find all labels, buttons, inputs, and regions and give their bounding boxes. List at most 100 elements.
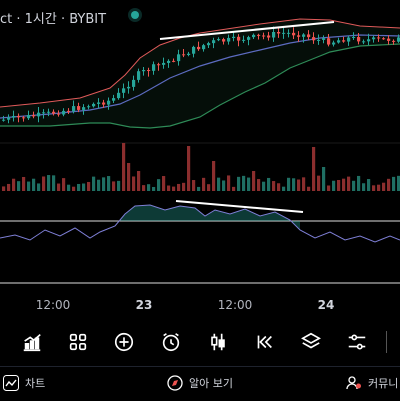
bollinger-bands <box>0 18 400 129</box>
community-icon <box>346 376 361 390</box>
basis-line <box>0 34 400 119</box>
volume-bar <box>152 186 156 191</box>
candle-body <box>257 34 261 36</box>
time-axis: 12:00 23 12:00 24 <box>0 292 400 320</box>
volume-bar <box>77 183 81 191</box>
nav-community[interactable]: 커뮤니 <box>346 375 398 391</box>
candle-body <box>357 36 361 42</box>
volume-bar <box>357 175 361 191</box>
volume-bar <box>297 179 301 191</box>
volume-bar <box>177 183 181 191</box>
chart-icon <box>3 375 19 391</box>
volume-bar <box>207 184 211 191</box>
candle-body <box>292 32 296 36</box>
grid-layout-icon[interactable] <box>65 329 91 355</box>
candle-body <box>37 112 41 117</box>
alarm-clock-icon[interactable] <box>158 329 184 355</box>
candle-body <box>102 102 106 105</box>
volume-bar <box>227 175 231 191</box>
settings-sliders-icon[interactable] <box>344 329 370 355</box>
nav-explore-label: 알아 보기 <box>189 377 233 390</box>
volume-bar <box>12 178 16 191</box>
volume-bar <box>17 181 21 191</box>
candle-body <box>67 110 71 112</box>
volume-bar <box>122 143 126 191</box>
candlesticks <box>2 26 400 124</box>
volume-bar <box>32 178 36 191</box>
candle-body <box>82 107 86 110</box>
volume-bar <box>272 181 276 191</box>
volume-bar <box>137 171 141 191</box>
bottom-navigation: 차트 알아 보기 커뮤니 <box>0 366 400 401</box>
oscillator-path <box>0 204 400 243</box>
candle-body <box>132 79 136 87</box>
volume-bar <box>332 180 336 191</box>
candle-body <box>307 34 311 38</box>
candle-body <box>397 37 400 42</box>
candle-body <box>217 39 221 41</box>
candle-body <box>167 60 171 63</box>
volume-bar <box>277 183 281 191</box>
candle-body <box>112 98 116 101</box>
candle-body <box>187 53 191 56</box>
candle-body <box>312 37 316 41</box>
volume-bar <box>397 175 400 191</box>
candle-body <box>72 106 76 112</box>
volume-bar <box>162 176 166 191</box>
volume-bar <box>47 175 51 191</box>
candle-body <box>172 60 176 62</box>
volume-bar <box>87 181 91 191</box>
price-trendline[interactable] <box>159 21 335 40</box>
add-icon[interactable] <box>111 329 137 355</box>
symbol-title[interactable]: ct · 1시간 · BYBIT <box>0 12 107 27</box>
candle-body <box>277 32 281 34</box>
volume-bar <box>97 179 101 191</box>
volume-bar <box>172 186 176 191</box>
nav-explore[interactable]: 알아 보기 <box>167 375 233 391</box>
candle-body <box>202 45 206 50</box>
candle-body <box>87 106 91 108</box>
volume-bar <box>287 177 291 191</box>
nav-chart[interactable]: 차트 <box>3 375 45 391</box>
time-tick: 12:00 <box>217 298 253 312</box>
candle-body <box>207 43 211 46</box>
oscillator-trendline[interactable] <box>175 200 304 213</box>
volume-bar <box>7 183 11 191</box>
volume-bar <box>192 180 196 191</box>
volume-bar <box>37 183 41 191</box>
candle-body <box>297 35 301 37</box>
candle-body <box>122 88 126 93</box>
volume-bar <box>142 185 146 191</box>
volume-bars <box>2 143 400 191</box>
layers-icon[interactable] <box>298 329 324 355</box>
candle-body <box>147 70 151 72</box>
volume-bar <box>387 178 391 191</box>
volume-bar <box>157 179 161 191</box>
candle-body <box>232 36 236 38</box>
toolbar-divider <box>386 331 387 353</box>
candle-body <box>342 40 346 42</box>
candle-body <box>262 35 266 37</box>
replay-icon[interactable] <box>251 329 277 355</box>
candle-body <box>177 54 181 62</box>
candle-body <box>52 111 56 114</box>
candle-body <box>227 37 231 42</box>
volume-bar <box>242 175 246 191</box>
candle-type-icon[interactable] <box>205 329 231 355</box>
volume-bar <box>82 183 86 191</box>
volume-bar <box>187 146 191 191</box>
candle-body <box>22 117 26 119</box>
volume-bar <box>247 177 251 191</box>
volume-bar <box>237 176 241 191</box>
volume-bar <box>62 178 66 191</box>
volume-bar <box>147 184 151 191</box>
volume-bar <box>212 161 216 191</box>
volume-bar <box>292 178 296 191</box>
candle-body <box>117 92 121 99</box>
candle-body <box>242 39 246 41</box>
candle-body <box>17 115 21 118</box>
price-chart[interactable] <box>0 0 400 292</box>
candle-body <box>152 64 156 71</box>
indicators-icon[interactable] <box>19 329 45 355</box>
candle-body <box>252 34 256 38</box>
